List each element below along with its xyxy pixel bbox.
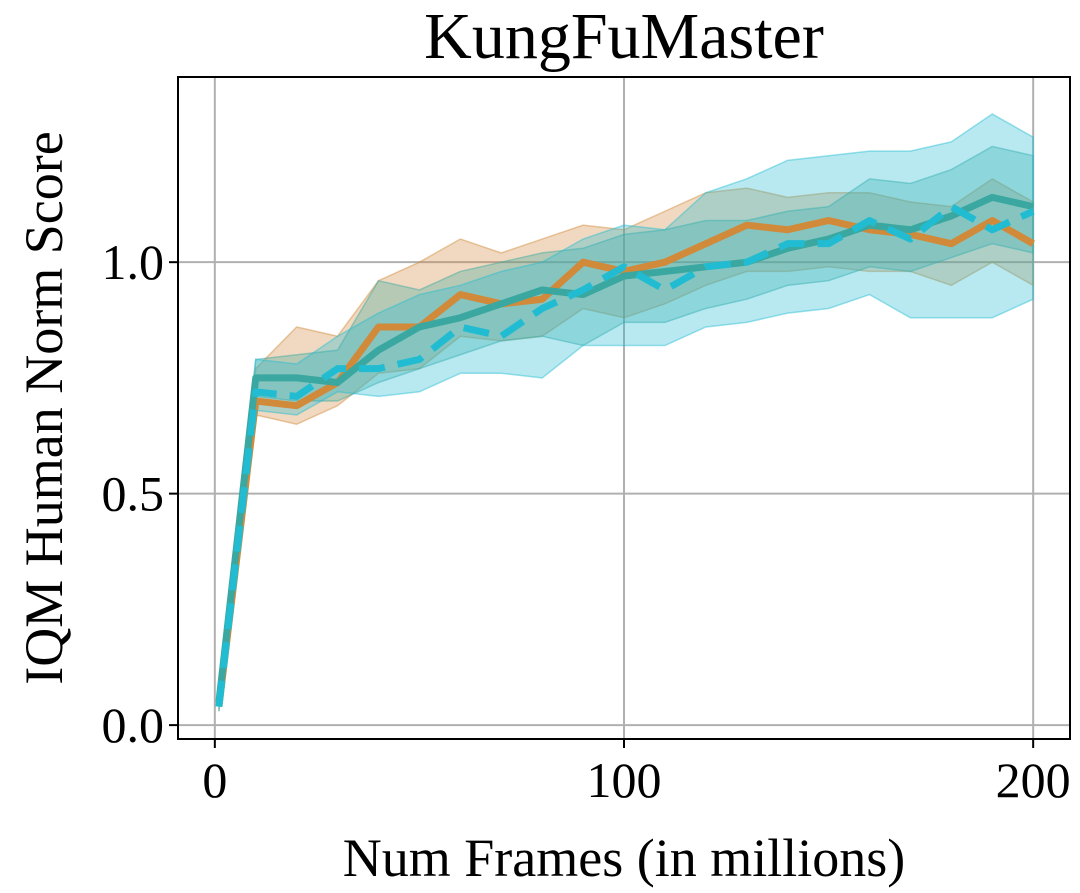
y-axis-label: IQM Human Norm Score [14, 131, 74, 684]
x-axis-label: Num Frames (in millions) [343, 828, 905, 888]
x-tick-label: 0 [202, 752, 227, 808]
series-line-2 [215, 193, 1034, 703]
series-line-3 [215, 203, 1035, 708]
confidence-band-3 [218, 113, 1034, 712]
y-tick-label: 1.0 [102, 234, 165, 290]
confidence-bands [218, 113, 1034, 712]
y-tick-label: 0.0 [102, 697, 165, 753]
confidence-band-2 [218, 145, 1034, 707]
x-tick-label: 200 [996, 752, 1071, 808]
series-lines [215, 193, 1035, 708]
x-tick-label: 100 [587, 752, 662, 808]
y-axis-ticks: 0.0 0.5 1.0 [102, 234, 178, 753]
grid [178, 77, 1070, 739]
x-axis-ticks: 0 100 200 [202, 739, 1071, 808]
y-tick-label: 0.5 [102, 466, 165, 522]
chart-title: KungFuMaster [424, 0, 824, 73]
confidence-band-1 [218, 177, 1034, 712]
